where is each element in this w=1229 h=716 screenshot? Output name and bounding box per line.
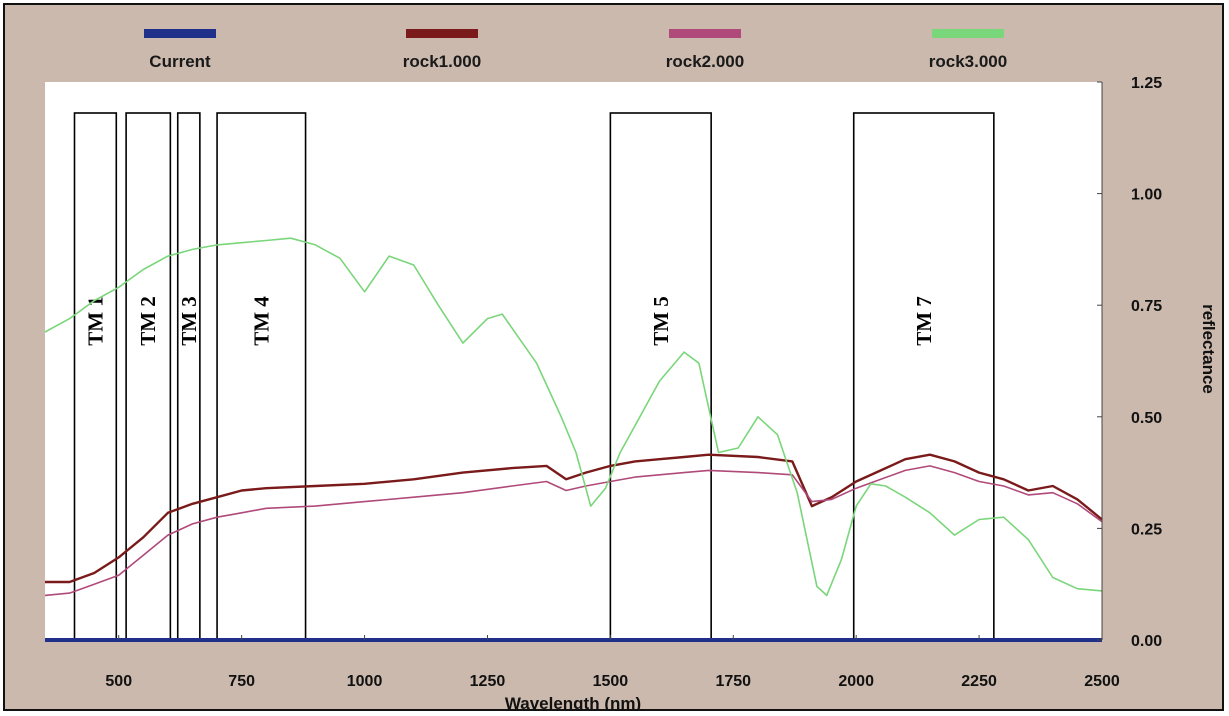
plot-area [45, 82, 1102, 640]
legend-label-2: rock2.000 [666, 52, 744, 71]
y-tick-label-0: 0.00 [1131, 633, 1162, 650]
legend: Current rock1.000 rock2.000 rock3.000 [144, 29, 1007, 71]
y-tick-label-1: 0.25 [1131, 521, 1162, 538]
legend-swatch-1 [406, 29, 478, 38]
series-line-rock2-000 [44, 465, 1103, 597]
legend-label-1: rock1.000 [403, 52, 481, 71]
x-tick-label-0: 500 [105, 673, 132, 690]
series-line-rock3-000 [44, 237, 1103, 597]
legend-swatch-0 [144, 29, 216, 38]
x-tick-label-2: 1000 [347, 673, 383, 690]
band-label-5: TM 7 [912, 296, 936, 346]
y-tick-label-3: 0.75 [1131, 298, 1162, 315]
x-axis-title: Wavelength (nm) [505, 694, 641, 711]
x-tick-label-1: 750 [228, 673, 255, 690]
band-label-1: TM 2 [136, 296, 160, 346]
x-tick-label-8: 2500 [1084, 673, 1120, 690]
chart-frame: TM 1 TM 2 TM 3 TM 4 TM 5 TM 7 0.00 0.25 0.50 0.7… [3, 3, 1224, 711]
y-tick-label-5: 1.25 [1131, 75, 1162, 92]
legend-swatch-3 [932, 29, 1004, 38]
legend-label-0: Current [149, 52, 211, 71]
band-label-3: TM 4 [249, 296, 273, 346]
reflectance-chart: TM 1 TM 2 TM 3 TM 4 TM 5 TM 7 0.00 0.25 0.50 0.7… [44, 29, 1218, 711]
y-axis-title: reflectance [1199, 304, 1218, 394]
x-tick-label-3: 1250 [470, 673, 506, 690]
band-label-2: TM 3 [177, 296, 201, 346]
series-line-rock1-000 [45, 453, 1103, 584]
band-label-0: TM 1 [83, 296, 107, 346]
x-tick-label-4: 1500 [593, 673, 629, 690]
y-tick-label-2: 0.50 [1131, 410, 1162, 427]
band-label-4: TM 5 [649, 296, 673, 346]
x-tick-label-7: 2250 [961, 673, 997, 690]
y-tick-label-4: 1.00 [1131, 187, 1162, 204]
legend-swatch-2 [669, 29, 741, 38]
legend-label-3: rock3.000 [929, 52, 1007, 71]
x-tick-label-6: 2000 [838, 673, 874, 690]
axes-layer: 0.00 0.25 0.50 0.75 1.00 1.25 500 750 1000 1250 15… [105, 75, 1162, 690]
series-layer [44, 237, 1103, 642]
x-tick-label-5: 1750 [715, 673, 751, 690]
